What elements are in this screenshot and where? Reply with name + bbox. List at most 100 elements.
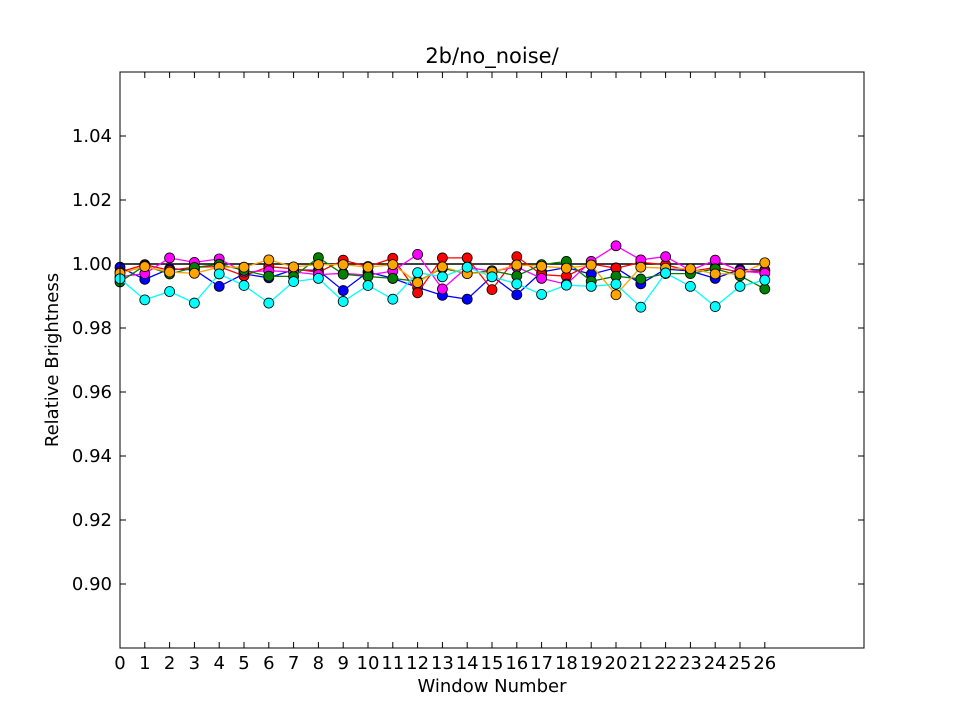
data-point bbox=[759, 274, 771, 286]
data-point bbox=[585, 280, 597, 292]
data-point bbox=[436, 261, 448, 273]
y-tick-label: 1.00 bbox=[72, 254, 112, 275]
data-point bbox=[759, 257, 771, 269]
x-tick-label: 20 bbox=[605, 653, 628, 674]
data-point bbox=[164, 266, 176, 278]
x-tick-label: 18 bbox=[555, 653, 578, 674]
x-tick-label: 4 bbox=[213, 653, 224, 674]
data-point bbox=[238, 280, 250, 291]
data-point bbox=[412, 277, 424, 288]
data-point bbox=[536, 288, 547, 300]
y-tick-label: 0.92 bbox=[72, 510, 112, 531]
data-point bbox=[685, 280, 696, 292]
chart-title: 2b/no_noise/ bbox=[425, 44, 559, 69]
data-point bbox=[536, 272, 547, 284]
data-point bbox=[412, 287, 424, 299]
data-point bbox=[461, 261, 473, 273]
data-point bbox=[486, 284, 498, 296]
data-point bbox=[561, 279, 572, 291]
x-tick-label: 8 bbox=[313, 653, 324, 674]
x-tick-label: 23 bbox=[679, 653, 702, 674]
data-point bbox=[511, 289, 523, 301]
x-tick-label: 3 bbox=[189, 653, 200, 674]
x-tick-label: 7 bbox=[288, 653, 299, 674]
data-point bbox=[263, 297, 275, 309]
x-tick-label: 10 bbox=[357, 653, 380, 674]
data-point bbox=[585, 259, 597, 271]
data-point bbox=[610, 240, 622, 252]
data-point bbox=[213, 280, 225, 292]
x-tick-label: 25 bbox=[729, 653, 752, 674]
series-layer bbox=[114, 240, 771, 313]
data-point bbox=[734, 280, 746, 292]
x-tick-label: 24 bbox=[704, 653, 727, 674]
x-tick-label: 26 bbox=[753, 653, 776, 674]
x-tick-label: 12 bbox=[406, 653, 429, 674]
data-point bbox=[685, 263, 696, 275]
data-point bbox=[461, 293, 473, 305]
plot-background bbox=[120, 72, 864, 648]
x-tick-label: 17 bbox=[530, 653, 553, 674]
data-point bbox=[412, 267, 424, 279]
y-tick-label: 1.02 bbox=[72, 190, 112, 211]
data-point bbox=[511, 278, 523, 290]
y-tick-label: 0.96 bbox=[72, 382, 112, 403]
data-point bbox=[312, 272, 324, 284]
data-point bbox=[610, 278, 622, 290]
data-point bbox=[312, 259, 324, 271]
series-group bbox=[114, 254, 771, 301]
data-point bbox=[709, 268, 721, 280]
data-point bbox=[436, 271, 448, 283]
data-point bbox=[635, 301, 647, 313]
data-point bbox=[213, 268, 225, 280]
data-point bbox=[337, 268, 349, 280]
x-tick-label: 13 bbox=[431, 653, 454, 674]
data-point bbox=[362, 261, 374, 273]
data-point bbox=[486, 271, 498, 283]
data-point bbox=[709, 301, 721, 312]
y-tick-label: 0.98 bbox=[72, 318, 112, 339]
data-point bbox=[188, 267, 200, 279]
y-tick-label: 1.04 bbox=[72, 126, 112, 147]
data-point bbox=[288, 261, 300, 273]
data-point bbox=[263, 254, 275, 266]
data-point bbox=[387, 293, 399, 305]
x-tick-label: 2 bbox=[164, 653, 175, 674]
data-point bbox=[436, 252, 448, 264]
data-point bbox=[635, 273, 647, 285]
x-tick-label: 16 bbox=[505, 653, 528, 674]
data-point bbox=[536, 260, 547, 272]
data-point bbox=[362, 271, 374, 282]
data-point bbox=[164, 252, 176, 264]
data-point bbox=[660, 267, 671, 279]
data-point bbox=[337, 296, 349, 307]
x-tick-label: 11 bbox=[381, 653, 404, 674]
data-point bbox=[263, 270, 275, 282]
x-tick-label: 6 bbox=[263, 653, 274, 674]
data-point bbox=[139, 261, 151, 272]
data-point bbox=[188, 297, 200, 309]
x-axis-label: Window Number bbox=[417, 676, 567, 697]
data-point bbox=[164, 286, 176, 297]
x-tick-label: 19 bbox=[580, 653, 603, 674]
y-axis-ticks: 0.90 0.92 0.94 0.96 0.98 1.00 1.02 1.04 bbox=[72, 126, 864, 595]
data-point bbox=[511, 259, 523, 271]
x-tick-label: 0 bbox=[114, 653, 125, 674]
x-tick-label: 9 bbox=[337, 653, 348, 674]
x-tick-label: 1 bbox=[139, 653, 150, 674]
data-point bbox=[387, 259, 399, 271]
data-point bbox=[288, 276, 300, 288]
data-point bbox=[337, 285, 349, 296]
x-tick-label: 14 bbox=[456, 653, 479, 674]
series-group bbox=[114, 261, 771, 313]
y-axis-label: Relative Brightness bbox=[42, 273, 63, 447]
data-point bbox=[660, 251, 671, 263]
data-point bbox=[561, 262, 572, 274]
y-tick-label: 0.94 bbox=[72, 446, 112, 467]
y-tick-label: 0.90 bbox=[72, 574, 112, 595]
data-point bbox=[734, 268, 746, 280]
data-point bbox=[759, 283, 771, 295]
data-point bbox=[139, 294, 151, 306]
data-point bbox=[412, 248, 424, 260]
